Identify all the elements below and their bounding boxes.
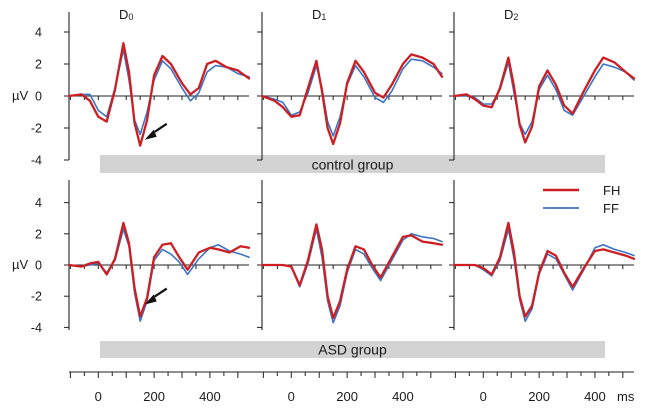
y-axis-unit: µV xyxy=(12,88,28,103)
annotation-arrow xyxy=(154,287,168,298)
y-tick-label: 4 xyxy=(35,196,42,210)
x-axis-unit: ms xyxy=(617,389,635,404)
group-band-1 xyxy=(100,341,605,358)
y-tick-label: 0 xyxy=(35,90,42,104)
series-ff-d0 xyxy=(68,228,250,322)
y-tick-label: 2 xyxy=(35,58,42,72)
series-ff-d2 xyxy=(453,61,635,136)
series-fh-d1 xyxy=(260,223,444,320)
panel-title-d2: D2 xyxy=(504,7,518,22)
x-tick-label: 400 xyxy=(584,389,606,404)
series-fh-d1 xyxy=(260,53,444,146)
x-tick-label: 400 xyxy=(392,389,414,404)
y-tick-label: -4 xyxy=(31,154,42,168)
series-ff-d1 xyxy=(261,228,443,324)
annotation-arrowhead xyxy=(144,294,157,305)
series-fh-d0 xyxy=(67,42,251,147)
x-tick-label: 200 xyxy=(143,389,165,404)
x-tick-label: 0 xyxy=(480,389,487,404)
group-band-0 xyxy=(100,155,605,173)
x-tick-label: 200 xyxy=(528,389,550,404)
series-fh-d2 xyxy=(452,56,636,144)
series-fh-d0 xyxy=(67,221,251,318)
x-tick-label: 200 xyxy=(336,389,358,404)
series-fh-d2 xyxy=(452,221,636,318)
y-tick-label: -2 xyxy=(31,290,42,304)
annotation-arrowhead xyxy=(144,129,157,140)
y-tick-label: -2 xyxy=(31,122,42,136)
y-tick-label: 2 xyxy=(35,227,42,241)
legend-label-ff: FF xyxy=(603,201,619,216)
y-tick-label: -4 xyxy=(31,321,42,335)
y-tick-label: 0 xyxy=(35,259,42,273)
panel-title-d1: D1 xyxy=(312,7,326,22)
y-axis-unit: µV xyxy=(12,257,28,272)
series-ff-d2 xyxy=(453,228,635,322)
group-label: control group xyxy=(312,157,394,173)
x-tick-label: 400 xyxy=(199,389,221,404)
panel-title-d0: D0 xyxy=(119,7,133,22)
annotation-arrow xyxy=(154,122,168,133)
x-tick-label: 0 xyxy=(95,389,102,404)
legend-label-fh: FH xyxy=(603,183,620,198)
x-tick-label: 0 xyxy=(288,389,295,404)
group-label: ASD group xyxy=(318,342,387,358)
y-tick-label: 4 xyxy=(35,26,42,40)
